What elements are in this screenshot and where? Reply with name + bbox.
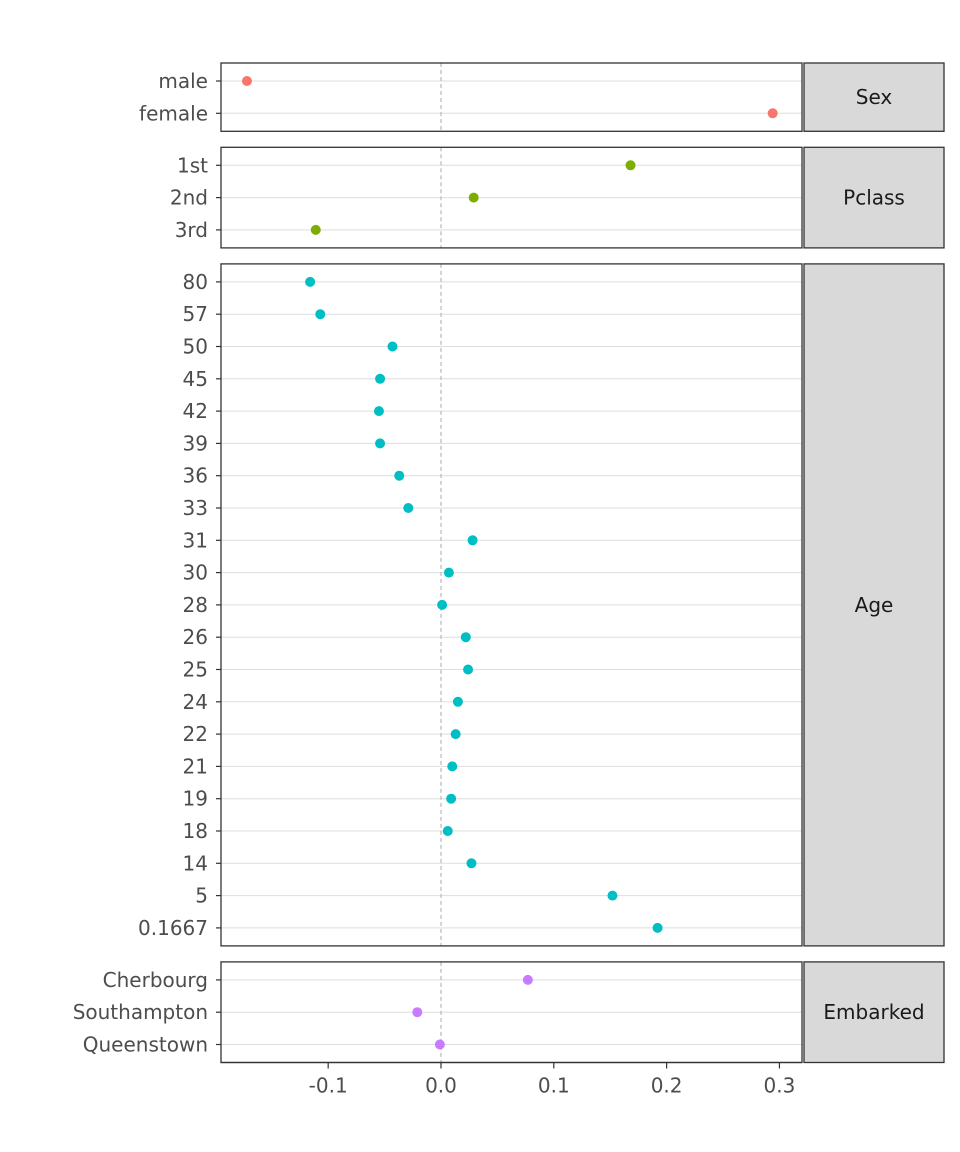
data-point-age [452,696,463,707]
data-point-age [375,438,386,449]
y-tick-label: 14 [183,851,208,875]
data-point-age [460,632,471,643]
y-tick-label: 45 [183,367,208,391]
panel-border [220,263,803,947]
y-tick-label: 42 [183,399,208,423]
data-point-age [467,535,478,546]
data-point-embarked [412,1007,423,1018]
y-tick-label: 33 [183,496,208,520]
data-point-pclass [468,192,479,203]
data-point-age [446,793,457,804]
y-tick-label: 2nd [170,186,208,210]
x-tick-label: 0.3 [764,1074,796,1098]
y-tick-label: 22 [183,722,208,746]
panel-background [221,63,802,132]
panel-border [220,62,803,132]
data-point-age [447,761,458,772]
y-tick-label: Southampton [73,1000,208,1024]
facet-strip-label: Pclass [843,186,905,210]
data-point-sex [767,108,778,119]
y-tick-label: 5 [195,884,208,908]
panel-border [220,146,803,249]
data-point-age [607,890,618,901]
y-tick-label: 57 [183,302,208,326]
facet-sex: male female Sex [139,62,945,132]
facet-strip [803,62,945,132]
x-tick-label: -0.1 [309,1074,348,1098]
y-tick-label: 30 [183,561,208,585]
data-point-age [375,373,386,384]
facet-strip [803,263,945,947]
y-tick-label: 18 [183,819,208,843]
y-tick-label: 50 [183,335,208,359]
facet-strip [803,961,945,1064]
facet-age: 80 57 50 45 42 39 36 33 31 30 28 26 25 24 22 21 19 18 14 5 0… [138,263,945,947]
facet-panels: male female Sex 1st 2nd 3rd Pclass 80 57 50 45 42 39… [73,62,945,1064]
data-point-embarked [522,974,533,985]
y-tick-label: 28 [183,593,208,617]
y-tick-label: Cherbourg [103,968,208,992]
data-point-embarked [434,1039,445,1050]
y-tick-label: 25 [183,658,208,682]
data-point-age [315,309,326,320]
y-tick-label: 36 [183,464,208,488]
y-tick-label: 19 [183,787,208,811]
facet-strip [803,146,945,249]
x-tick-label: 0.1 [538,1074,570,1098]
facet-strip-label: Sex [856,85,893,109]
y-tick-label: female [139,101,208,125]
data-point-age [394,470,405,481]
y-tick-label: 24 [183,690,208,714]
data-point-age [437,599,448,610]
data-point-age [463,664,474,675]
data-point-age [305,276,316,287]
y-tick-label: male [158,69,208,93]
data-point-age [443,567,454,578]
data-point-age [652,922,663,933]
y-tick-label: 31 [183,528,208,552]
x-tick-label: 0.2 [651,1074,683,1098]
y-tick-label: Queenstown [83,1033,208,1057]
facet-strip-label: Age [855,593,894,617]
data-point-age [450,729,461,740]
y-tick-label: 26 [183,625,208,649]
x-tick-label: 0.0 [425,1074,457,1098]
y-tick-label: 0.1667 [138,916,208,940]
facet-pclass: 1st 2nd 3rd Pclass [170,146,945,249]
data-point-pclass [625,160,636,171]
y-tick-label: 21 [183,754,208,778]
data-point-age [442,826,453,836]
y-tick-label: 39 [183,431,208,455]
data-point-age [387,341,398,352]
x-axis: -0.1 0.0 0.1 0.2 0.3 [221,1061,802,1098]
data-point-age [403,503,414,513]
facet-embarked: Cherbourg Southampton Queenstown Embarked [73,961,945,1064]
data-point-sex [241,76,252,86]
data-point-age [373,406,384,417]
y-tick-label: 1st [177,153,208,177]
data-point-pclass [310,224,321,235]
y-tick-label: 80 [183,270,208,294]
data-point-age [466,858,477,869]
facet-strip-label: Embarked [823,1000,924,1024]
y-tick-label: 3rd [175,218,208,242]
